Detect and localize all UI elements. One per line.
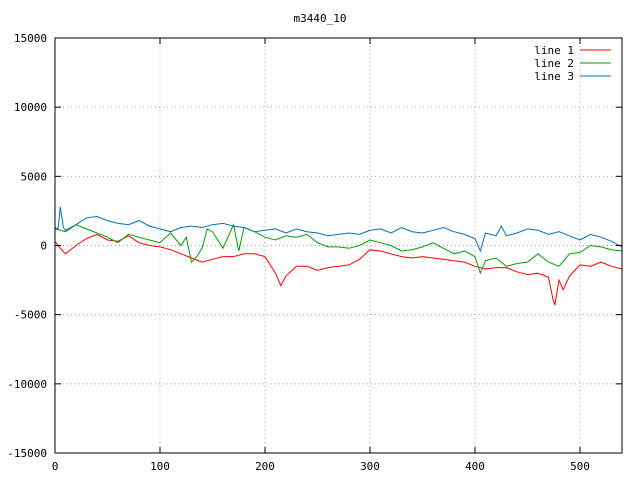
chart-title: m3440_10 [294, 12, 347, 25]
y-tick-label: 15000 [14, 32, 47, 45]
series-group [54, 206, 623, 306]
x-tick-label: 0 [52, 460, 59, 473]
x-tick-label: 400 [465, 460, 485, 473]
y-tick-label: 5000 [21, 170, 48, 183]
y-tick-label: -10000 [7, 378, 47, 391]
series-line-2 [54, 223, 623, 275]
y-axis-ticks: -15000 -10000 -5000 0 5000 10000 15000 [7, 32, 622, 460]
series-line-1 [54, 233, 623, 306]
legend-label: line 2 [534, 57, 574, 70]
y-tick-label: -15000 [7, 447, 47, 460]
x-tick-label: 200 [255, 460, 275, 473]
grid [55, 38, 622, 453]
legend-label: line 3 [534, 70, 574, 83]
legend-label: line 1 [534, 44, 574, 57]
x-axis-ticks: 0 100 200 300 400 500 [52, 38, 590, 473]
y-tick-label: 10000 [14, 101, 47, 114]
series-line-3 [54, 206, 623, 253]
plot-frame [54, 37, 623, 454]
x-tick-label: 300 [360, 460, 380, 473]
y-tick-label: 0 [40, 240, 47, 253]
x-tick-label: 100 [150, 460, 170, 473]
y-tick-label: -5000 [14, 309, 47, 322]
x-tick-label: 500 [570, 460, 590, 473]
